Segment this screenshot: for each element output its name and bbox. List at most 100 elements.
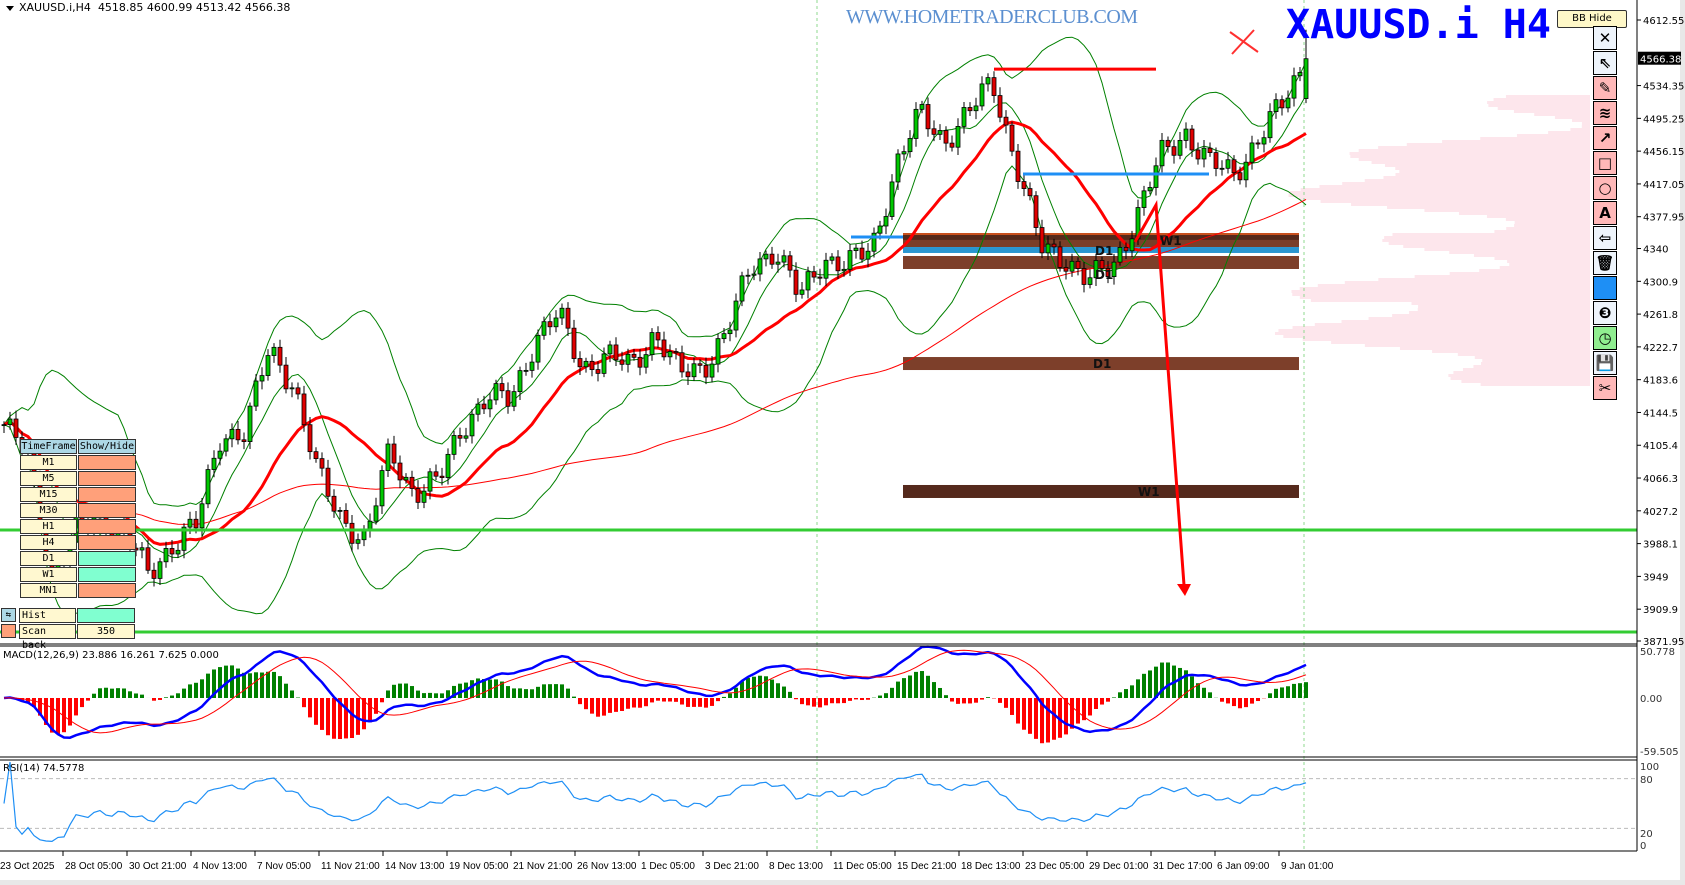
wave-lines-tool-button[interactable]: ≋ bbox=[1593, 101, 1617, 125]
macd-axis-label: -59.505 bbox=[1640, 747, 1679, 758]
volume-profile-bar bbox=[1283, 335, 1590, 338]
macd-histogram-bar bbox=[116, 688, 120, 698]
volume-profile-bar bbox=[1274, 332, 1590, 335]
candle-body bbox=[733, 300, 739, 331]
price-tick-label: 4300.9 bbox=[1643, 277, 1678, 288]
candle-body bbox=[1255, 142, 1261, 145]
macd-histogram-bar bbox=[908, 675, 912, 698]
macd-histogram-bar bbox=[812, 698, 816, 707]
macd-histogram-bar bbox=[518, 688, 522, 698]
timeframe-toggle-h1[interactable] bbox=[78, 519, 136, 534]
timeframe-toggle-mn1[interactable] bbox=[78, 583, 136, 598]
macd-histogram-bar bbox=[380, 698, 384, 703]
pencil-tool-button[interactable]: ✎ bbox=[1593, 76, 1617, 100]
macd-histogram-bar bbox=[728, 693, 732, 698]
macd-histogram-bar bbox=[962, 698, 966, 704]
candle-body bbox=[559, 307, 565, 319]
macd-histogram-bar bbox=[122, 688, 126, 698]
candle-body bbox=[1261, 137, 1267, 145]
candle-body bbox=[811, 271, 817, 278]
candle-body bbox=[541, 321, 547, 336]
text-tool-button[interactable]: A bbox=[1593, 201, 1617, 225]
volume-profile-bar bbox=[1474, 356, 1590, 359]
macd-histogram-bar bbox=[1100, 698, 1104, 705]
macd-histogram-bar bbox=[602, 698, 606, 716]
macd-histogram-bar bbox=[758, 675, 762, 698]
candle-body bbox=[385, 443, 391, 471]
candle-body bbox=[577, 358, 583, 368]
zone-rect bbox=[903, 239, 1299, 248]
macd-histogram-bar bbox=[1202, 687, 1206, 698]
macd-histogram-bar bbox=[392, 684, 396, 698]
candle-body bbox=[1237, 172, 1243, 181]
trash-tool-button[interactable]: 🗑 bbox=[1593, 251, 1617, 275]
cursor-tool-button[interactable]: ⇖ bbox=[1593, 51, 1617, 75]
save-tool-button[interactable]: 💾 bbox=[1593, 351, 1617, 375]
dropdown-triangle-icon[interactable] bbox=[6, 5, 14, 11]
bollinger-lower bbox=[3, 165, 1307, 617]
circle-tool-button[interactable]: ○ bbox=[1593, 176, 1617, 200]
clock-tool-button[interactable]: ◷ bbox=[1593, 326, 1617, 350]
timeframe-toggle-d1[interactable] bbox=[78, 551, 136, 566]
macd-histogram-bar bbox=[362, 698, 366, 730]
swap-icon[interactable]: ⇆ bbox=[1, 608, 16, 622]
label-arrow-tool-button[interactable]: ⇦ bbox=[1593, 226, 1617, 250]
volume-profile-bar bbox=[1449, 251, 1590, 254]
rectangle-tool-button[interactable]: □ bbox=[1593, 151, 1617, 175]
scan-back-input[interactable]: 350 bbox=[77, 624, 135, 639]
macd-histogram-bar bbox=[26, 698, 30, 703]
candle-body bbox=[961, 107, 967, 127]
text-icon: A bbox=[1599, 204, 1611, 222]
color-swatch-tool-button[interactable] bbox=[1593, 276, 1617, 300]
candle-body bbox=[985, 77, 991, 85]
candle-body bbox=[937, 130, 943, 135]
macd-histogram-bar bbox=[1142, 673, 1146, 698]
number-three-tool-button[interactable]: ❸ bbox=[1593, 301, 1617, 325]
candle-body bbox=[193, 518, 199, 529]
candle-body bbox=[679, 352, 685, 373]
hist-show-toggle[interactable] bbox=[77, 608, 135, 623]
macd-histogram-bar bbox=[326, 698, 330, 736]
volume-profile-bar bbox=[1458, 212, 1590, 215]
volume-profile-bar bbox=[1331, 341, 1590, 344]
macd-histogram-bar bbox=[182, 688, 186, 698]
close-tool-button[interactable]: ✕ bbox=[1593, 26, 1617, 50]
volume-profile-bar bbox=[1581, 125, 1590, 128]
candle-body bbox=[1123, 246, 1129, 252]
show-hide-header: Show/Hide bbox=[78, 439, 136, 454]
macd-histogram-bar bbox=[974, 698, 978, 703]
candle-body bbox=[805, 271, 811, 291]
macd-histogram-bar bbox=[332, 698, 336, 739]
macd-histogram-bar bbox=[86, 698, 90, 701]
bb-hide-button[interactable]: BB Hide bbox=[1557, 10, 1627, 28]
macd-histogram-bar bbox=[1148, 670, 1152, 698]
macd-histogram-bar bbox=[104, 687, 108, 698]
time-tick-label: 8 Dec 13:00 bbox=[769, 861, 823, 872]
macd-histogram-bar bbox=[506, 686, 510, 698]
timeframe-toggle-m1[interactable] bbox=[78, 455, 136, 470]
volume-profile-bar bbox=[1487, 101, 1590, 104]
candle-body bbox=[1087, 277, 1093, 285]
volume-profile-bar bbox=[1494, 230, 1590, 233]
candle-body bbox=[253, 380, 259, 407]
arrow-tool-button[interactable]: ↗ bbox=[1593, 126, 1617, 150]
timeframe-toggle-w1[interactable] bbox=[78, 567, 136, 582]
macd-histogram-bar bbox=[578, 698, 582, 705]
timeframe-toggle-h4[interactable] bbox=[78, 535, 136, 550]
macd-histogram-bar bbox=[986, 697, 990, 698]
scissors-tool-button[interactable]: ✂ bbox=[1593, 376, 1617, 400]
candle-body bbox=[703, 364, 709, 378]
volume-profile-bar bbox=[1320, 200, 1590, 203]
timeframe-toggle-m5[interactable] bbox=[78, 471, 136, 486]
candle-body bbox=[739, 275, 745, 302]
color-square-icon[interactable] bbox=[1, 624, 16, 638]
macd-histogram-bar bbox=[1064, 698, 1068, 735]
macd-histogram-bar bbox=[830, 698, 834, 704]
candle-body bbox=[421, 490, 427, 503]
timeframe-toggle-m30[interactable] bbox=[78, 503, 136, 518]
macd-histogram-bar bbox=[764, 676, 768, 698]
candle-body bbox=[415, 488, 421, 503]
candle-body bbox=[373, 505, 379, 522]
timeframe-toggle-m15[interactable] bbox=[78, 487, 136, 502]
